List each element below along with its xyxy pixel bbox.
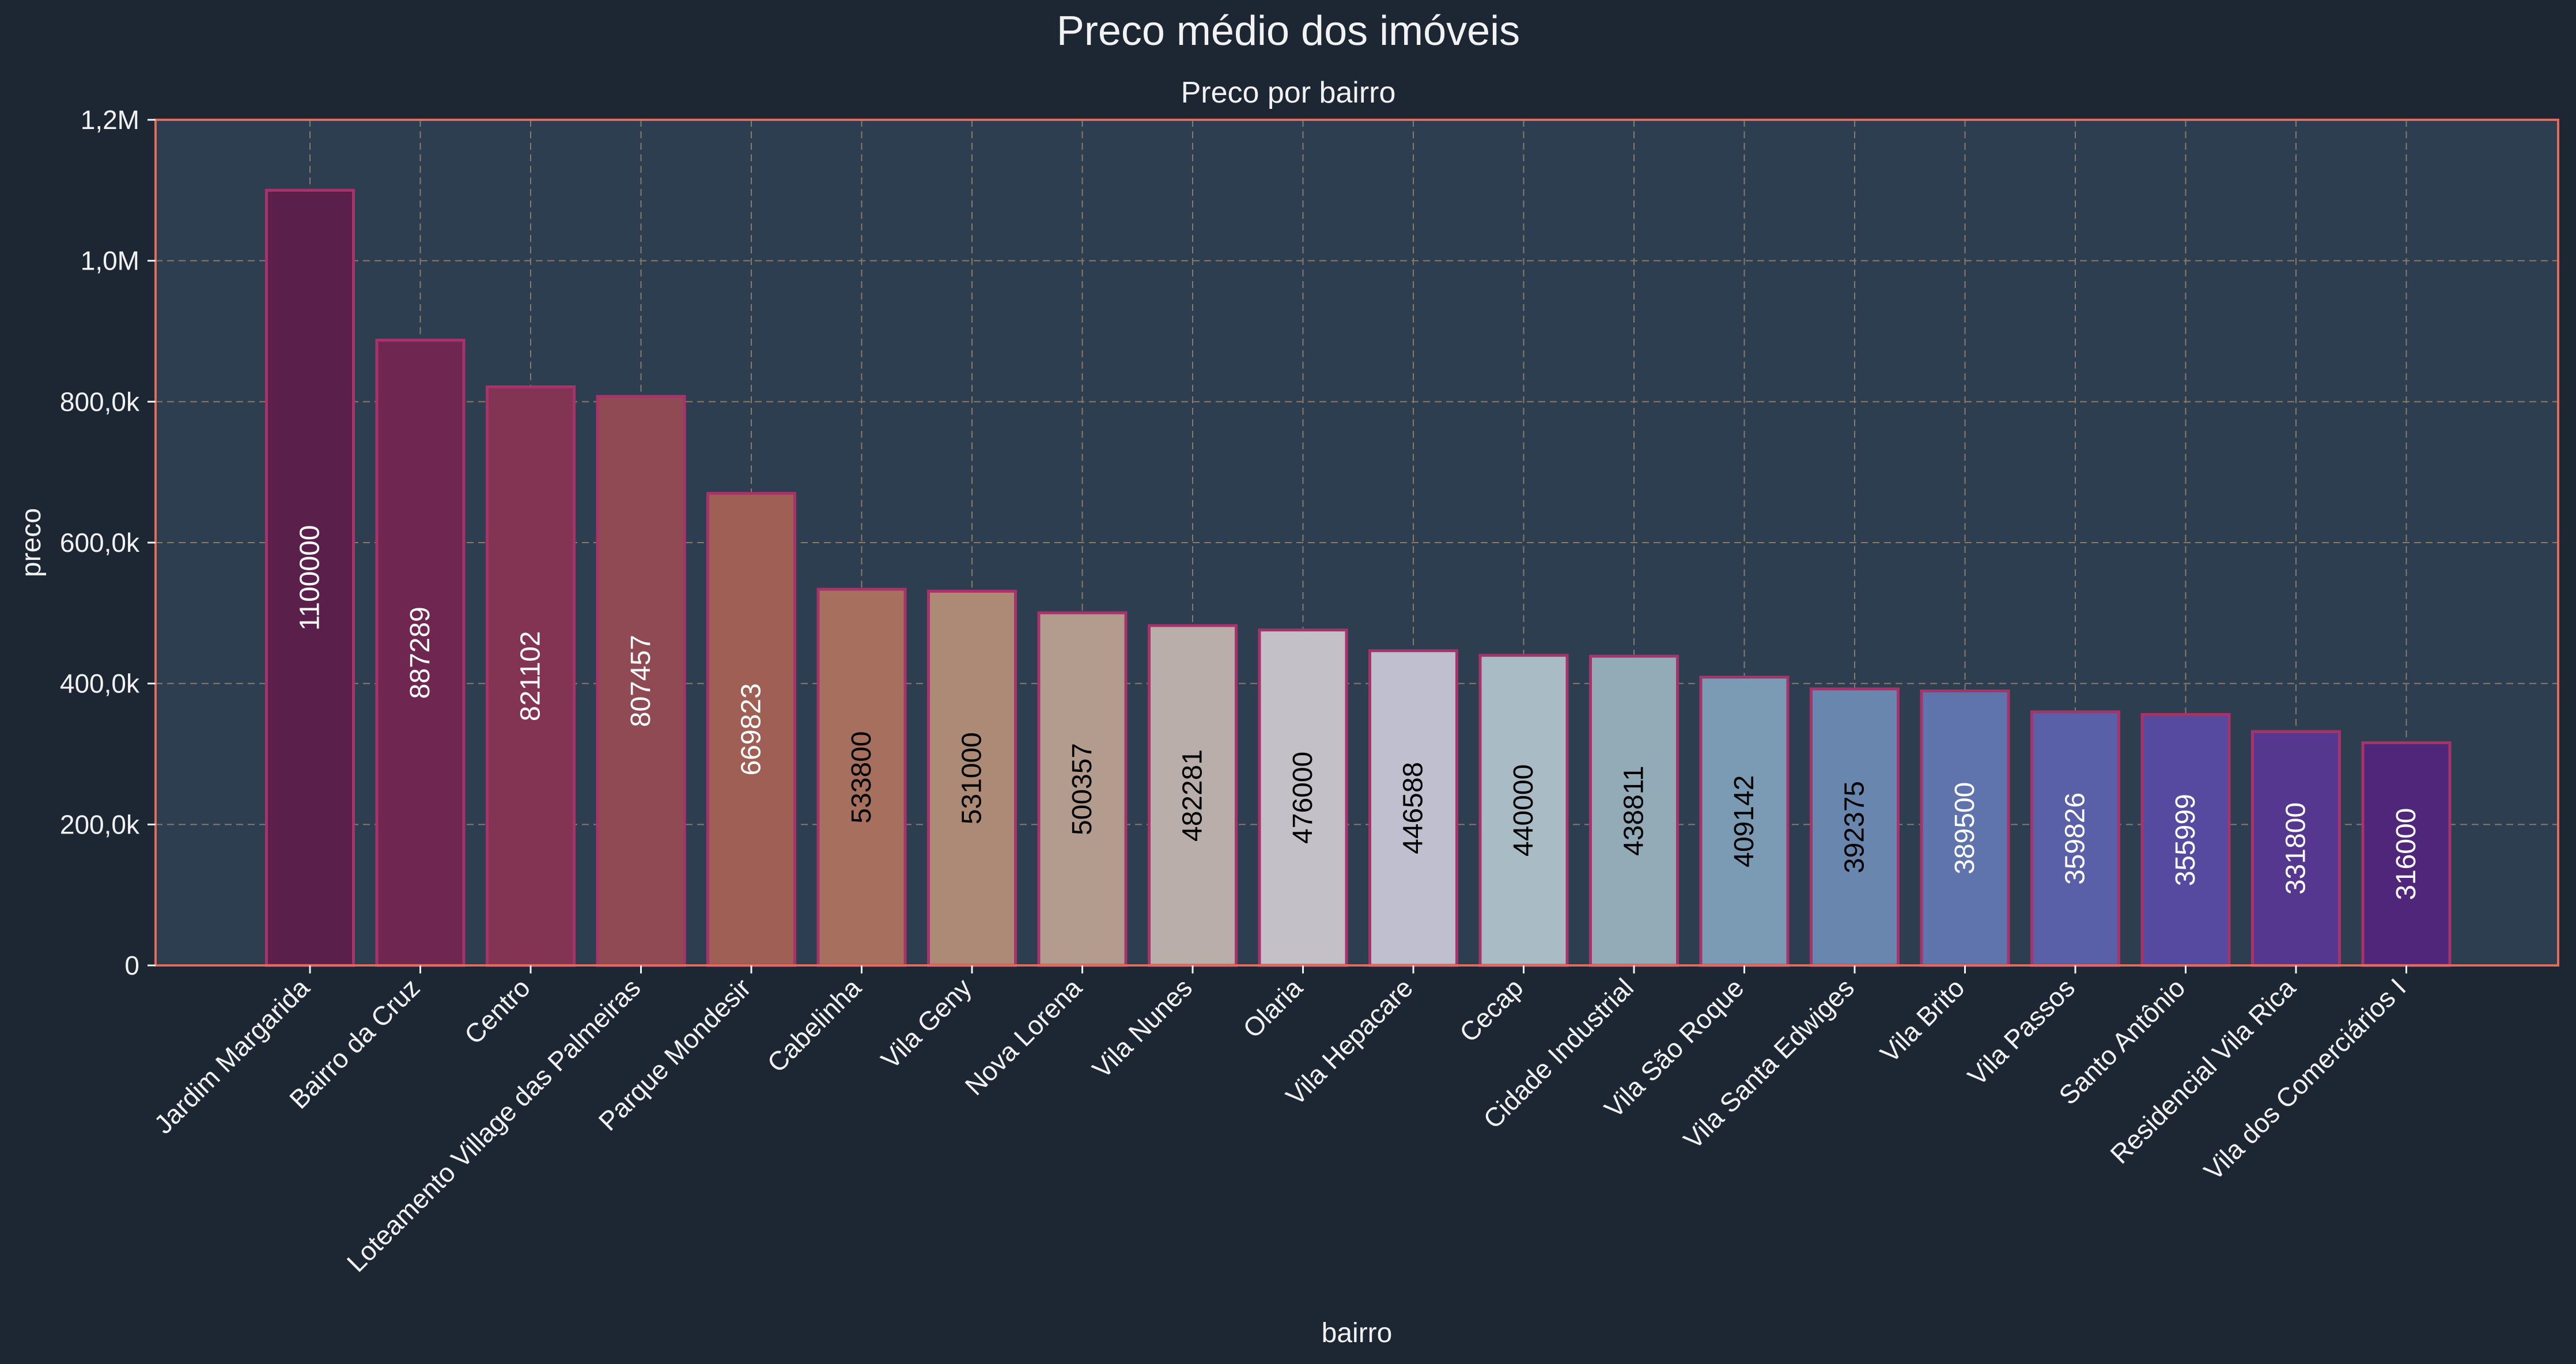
- bar-value-label: 359826: [2060, 793, 2091, 885]
- bar-value-label: 533800: [846, 731, 877, 823]
- bar-value-label: 669823: [736, 683, 767, 775]
- y-tick-label: 1,2M: [81, 105, 139, 135]
- bar-value-label: 389500: [1950, 782, 1980, 874]
- bar: [1920, 689, 2010, 967]
- bar: [927, 589, 1017, 967]
- value-labels: 1100000 887289 821102 807457 669823 533800 531…: [295, 525, 2422, 900]
- x-axis-label: bairro: [1322, 1318, 1393, 1348]
- bar: [265, 188, 355, 967]
- bar: [706, 492, 796, 967]
- bar-value-label: 1100000: [295, 525, 326, 631]
- y-tick-label: 1,0M: [81, 246, 139, 276]
- bar: [1368, 649, 1458, 967]
- y-tick-label: 600,0k: [60, 528, 140, 558]
- bar-value-label: 316000: [2391, 808, 2422, 900]
- bar: [2140, 713, 2231, 967]
- bar-value-label: 500357: [1067, 743, 1098, 835]
- bar: [1810, 687, 1900, 967]
- bar: [2361, 741, 2452, 967]
- bar-value-label: 438811: [1619, 766, 1650, 856]
- y-axis-label: preco: [16, 508, 47, 577]
- y-tick-label: 200,0k: [60, 809, 140, 839]
- bar-value-label: 476000: [1288, 752, 1318, 844]
- bar-value-label: 409142: [1729, 775, 1760, 867]
- bar-value-label: 821102: [516, 631, 546, 721]
- y-tick-label: 800,0k: [60, 387, 140, 416]
- bar: [1589, 654, 1679, 967]
- y-tick-label: 0: [124, 950, 139, 980]
- bar: [1478, 654, 1569, 967]
- bar: [486, 385, 576, 967]
- bar-value-label: 887289: [405, 607, 436, 699]
- bar: [375, 339, 466, 967]
- bars: [265, 188, 2452, 967]
- bar-value-label: 440000: [1508, 764, 1539, 857]
- bar: [1699, 675, 1790, 967]
- y-axis-ticks: 0 200,0k 400,0k 600,0k 800,0k 1,0M 1,2M: [60, 105, 156, 980]
- bar-value-label: 446588: [1398, 762, 1429, 854]
- bar-value-label: 531000: [957, 732, 988, 824]
- bar: [1037, 611, 1128, 967]
- bar-value-label: 807457: [626, 635, 656, 727]
- bar-value-label: 331800: [2281, 802, 2312, 895]
- chart-subtitle: Preco por bairro: [1181, 76, 1396, 109]
- chart-title: Preco médio dos imóveis: [1057, 8, 1520, 54]
- y-tick-label: 400,0k: [60, 669, 140, 699]
- bar: [596, 395, 686, 967]
- bar-value-label: 482281: [1178, 749, 1208, 842]
- bar-value-label: 392375: [1840, 781, 1870, 873]
- bar: [2030, 710, 2120, 967]
- bar-value-label: 355999: [2170, 794, 2201, 886]
